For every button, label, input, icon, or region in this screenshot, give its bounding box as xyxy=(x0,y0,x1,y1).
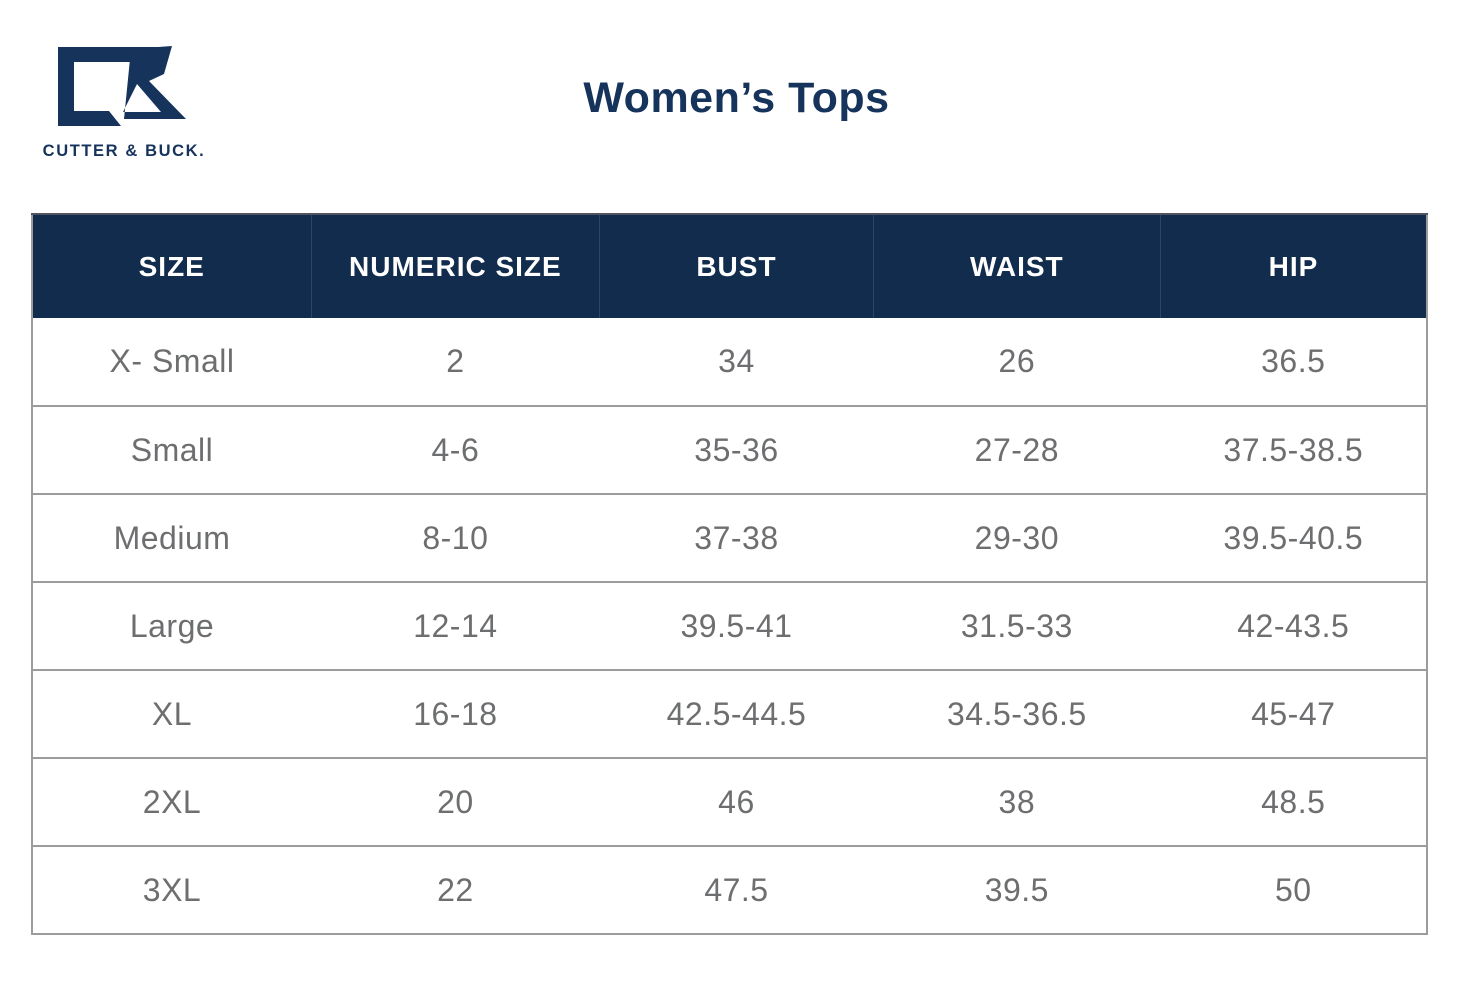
table-cell: 35-36 xyxy=(599,405,874,494)
size-chart-table: SIZE NUMERIC SIZE BUST WAIST HIP X- Smal… xyxy=(31,213,1428,935)
table-row-small: Small 4-6 35-36 27-28 37.5-38.5 xyxy=(32,405,1427,494)
cb-monogram-icon xyxy=(58,46,186,126)
table-cell: 47.5 xyxy=(599,845,874,934)
table-cell: 31.5-33 xyxy=(873,581,1161,670)
table-cell: 45-47 xyxy=(1160,669,1427,758)
table-cell: 2 xyxy=(311,318,600,406)
column-header-hip: HIP xyxy=(1160,213,1427,318)
table-cell: 38 xyxy=(873,757,1161,846)
column-header-bust: BUST xyxy=(599,213,874,318)
table-cell: 39.5-41 xyxy=(599,581,874,670)
table-cell: 36.5 xyxy=(1160,318,1427,406)
brand-logo: CUTTER & BUCK. xyxy=(43,34,204,161)
table-cell: 27-28 xyxy=(873,405,1161,494)
column-header-numeric-size: NUMERIC SIZE xyxy=(310,213,600,318)
table-cell: 37-38 xyxy=(599,493,874,582)
table-row-medium: Medium 8-10 37-38 29-30 39.5-40.5 xyxy=(32,493,1427,582)
table-row-large: Large 12-14 39.5-41 31.5-33 42-43.5 xyxy=(32,581,1427,670)
table-cell: 3XL xyxy=(32,845,311,934)
table-cell: 22 xyxy=(311,845,600,934)
table-row-2xl: 2XL 20 46 38 48.5 xyxy=(32,757,1427,846)
table-cell: 39.5 xyxy=(873,845,1161,934)
table-cell: 34.5-36.5 xyxy=(873,669,1161,758)
table-row-xsmall: X- Small 2 34 26 36.5 xyxy=(32,318,1427,406)
table-cell: 16-18 xyxy=(311,669,600,758)
column-header-size: SIZE xyxy=(32,213,311,318)
table-cell: 34 xyxy=(599,318,874,406)
table-row-xl: XL 16-18 42.5-44.5 34.5-36.5 45-47 xyxy=(32,669,1427,758)
table-cell: 37.5-38.5 xyxy=(1160,405,1427,494)
table-cell: Large xyxy=(32,581,311,670)
table-cell: XL xyxy=(32,669,311,758)
table-cell: 8-10 xyxy=(311,493,600,582)
table-cell: 39.5-40.5 xyxy=(1160,493,1427,582)
table-cell: 12-14 xyxy=(311,581,600,670)
column-header-waist: WAIST xyxy=(872,213,1161,318)
table-cell: 42-43.5 xyxy=(1160,581,1427,670)
table-cell: 29-30 xyxy=(873,493,1161,582)
table-cell: 20 xyxy=(311,757,600,846)
brand-wordmark: CUTTER & BUCK. xyxy=(42,142,206,160)
table-cell: X- Small xyxy=(32,318,311,406)
table-cell: 26 xyxy=(873,318,1161,406)
size-chart-table-container: SIZE NUMERIC SIZE BUST WAIST HIP X- Smal… xyxy=(31,213,1428,935)
table-cell: 42.5-44.5 xyxy=(599,669,874,758)
table-cell: 2XL xyxy=(32,757,311,846)
page-title: Women’s Tops xyxy=(583,74,890,122)
table-cell: 46 xyxy=(599,757,874,846)
table-cell: 4-6 xyxy=(311,405,600,494)
table-row-3xl: 3XL 22 47.5 39.5 50 xyxy=(32,845,1427,934)
table-cell: 48.5 xyxy=(1160,757,1427,846)
table-cell: Medium xyxy=(32,493,311,582)
table-cell: 50 xyxy=(1160,845,1427,934)
table-header-row: SIZE NUMERIC SIZE BUST WAIST HIP xyxy=(32,213,1427,318)
table-cell: Small xyxy=(32,405,311,494)
